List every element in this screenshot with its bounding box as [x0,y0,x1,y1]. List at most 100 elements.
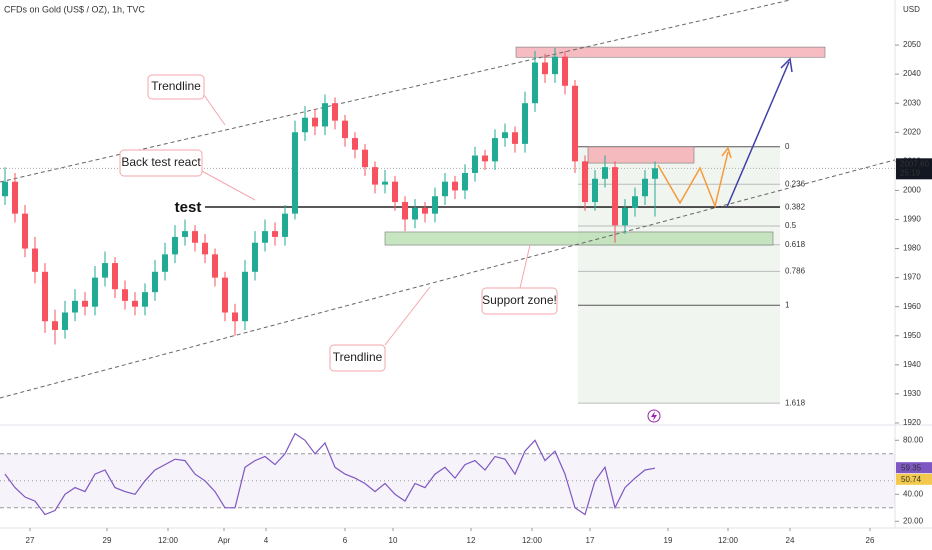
candle-body [462,172,468,191]
candle-body [572,85,578,162]
callout-pointer [203,94,226,126]
candle-body [602,167,608,179]
x-tick-label: 24 [786,536,795,545]
x-tick-label: 12:00 [522,536,543,545]
candle-body [122,289,128,301]
y-tick-label: 2020 [903,127,921,136]
y-tick-label: 1980 [903,244,921,253]
callout-pointer [519,244,531,289]
candle-body [382,181,388,185]
callout-box [147,74,205,100]
candle-body [332,103,338,121]
y-tick-label: 1960 [903,302,921,311]
target-arrowhead [780,57,793,73]
y-tick-label: 2050 [903,40,921,49]
candle-body [2,181,8,197]
fib-label: 0 [785,142,790,151]
x-tick-label: 19 [664,536,673,545]
rsi-tag [896,462,932,474]
candle-body [212,254,218,278]
rsi-tick-label: 40.00 [903,489,924,498]
candle-body [522,103,528,144]
rsi-line [4,432,656,516]
y-tick-label: 1950 [903,331,921,340]
candle-body [142,292,148,307]
candle-body [542,62,548,75]
candle-body [352,138,358,150]
candle-body [302,117,308,133]
projection-arrowhead [721,146,732,159]
candle-body [452,181,458,191]
candle-body [52,321,58,330]
candle-body [472,155,478,173]
fib-label: 0.786 [785,266,806,275]
trendline [0,159,896,399]
candle-body [162,254,168,272]
fib-label: 1.618 [785,398,806,407]
annotation: Trendline [151,79,201,93]
zone [515,46,826,58]
callout-pointer [384,286,431,346]
rsi-tick-label: 80.00 [903,435,924,444]
x-tick-label: 29 [103,536,112,545]
projection-path [657,151,729,209]
candle-body [22,213,28,249]
candle-body [442,181,448,197]
candle-body [322,103,328,127]
last-price-label: 2007.60 [900,159,929,168]
x-tick-label: 12:00 [718,536,739,545]
chart-title: CFDs on Gold (US$ / OZ), 1h, TVC [4,4,145,14]
x-tick-label: 4 [264,536,269,545]
zone [384,231,774,246]
rsi-value: 59.35 [901,463,922,472]
candle-body [222,277,228,313]
rsi-tick-label: 20.00 [903,516,924,525]
callout-box [481,287,558,315]
candle-body [362,149,368,168]
candle-body [622,207,628,226]
last-price-tag [896,158,932,180]
candle-body [652,168,658,179]
candle-body [422,207,428,214]
candle-body [192,231,198,243]
y-tick-label: 2040 [903,69,921,78]
fib-label: 0.236 [785,179,806,188]
x-tick-label: Apr [218,536,231,545]
candle-body [552,56,558,75]
candle-body [262,231,268,243]
event-icon-bolt [651,411,657,421]
annotation: Back test react [121,155,201,169]
candle-body [412,207,418,220]
callout-pointer [199,169,256,201]
fib-label: 1 [785,300,790,309]
callout-box [119,149,203,177]
candle-body [402,202,408,220]
candle-body [62,312,68,330]
candle-body [242,271,248,322]
y-tick-label: 1940 [903,360,921,369]
candle-body [132,300,138,307]
fib-area [578,146,780,404]
candle-body [392,181,398,203]
candle-body [272,231,278,237]
x-tick-label: 17 [586,536,595,545]
rsi-signal-value: 50.74 [901,475,922,484]
annotation: Trendline [333,350,383,364]
x-tick-label: 12:00 [158,536,179,545]
y-tick-label: 1930 [903,389,921,398]
rsi-signal-tag [896,473,932,485]
candle-body [232,312,238,322]
candle-body [432,196,438,214]
x-tick-label: 12 [467,536,476,545]
candle-body [582,161,588,203]
candle-body [562,56,568,86]
target-arrow [726,61,790,208]
candle-body [342,120,348,139]
candle-body [182,231,188,237]
candle-body [112,263,118,290]
y-axis-label: USD [903,5,920,14]
rsi-band [0,453,895,508]
x-tick-label: 10 [389,536,398,545]
candle-body [252,242,258,272]
